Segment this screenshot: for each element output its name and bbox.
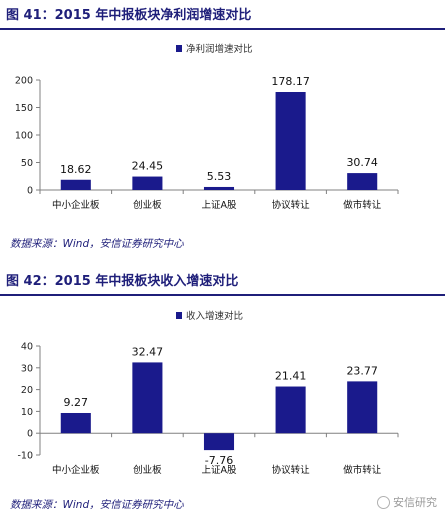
category-label: 中小企业板	[52, 464, 100, 476]
category-label: 上证A股	[202, 200, 237, 211]
category-label: 做市转让	[343, 464, 382, 476]
data-label: 9.27	[64, 396, 89, 409]
bar	[275, 92, 306, 190]
bar	[203, 186, 235, 190]
category-label: 上证A股	[202, 465, 237, 476]
wechat-icon	[377, 495, 390, 509]
y-tick-label: -10	[17, 451, 33, 462]
revenue-growth-chart: 收入增速对比 -10 0 10 20 30 40 9.27 中小企业板 32.47 创业板 -7.76…	[17, 310, 399, 476]
category-label: 协议转让	[272, 464, 311, 476]
data-label: 23.77	[346, 364, 378, 377]
bar	[132, 362, 163, 434]
y-tick-label: 20	[21, 385, 33, 396]
figure-42-title: 图 42：2015 年中报板块收入增速对比	[0, 270, 445, 296]
category-label: 做市转让	[343, 199, 382, 211]
data-label: 18.62	[60, 163, 92, 176]
category-label: 创业板	[133, 464, 162, 476]
bar	[347, 381, 378, 434]
data-label: 5.53	[207, 170, 232, 183]
y-tick-label: 30	[21, 363, 33, 374]
figure-42-source: 数据来源：Wind，安信证券研究中心	[10, 499, 184, 511]
data-label: -7.76	[205, 454, 233, 467]
y-tick-label: 0	[27, 429, 33, 440]
bar	[60, 179, 91, 190]
bar	[203, 433, 235, 451]
category-label: 中小企业板	[52, 199, 100, 211]
data-label: 21.41	[275, 370, 307, 383]
legend-label: 净利润增速对比	[186, 43, 253, 55]
y-tick-label: 50	[21, 158, 33, 169]
net-profit-growth-chart: 净利润增速对比 0 50 100 150 200 18.62 中小企业板 24.45 创业板 5.5…	[15, 43, 399, 211]
data-label: 24.45	[132, 160, 164, 173]
y-tick-label: 40	[21, 342, 33, 353]
legend-swatch	[176, 45, 182, 52]
y-tick-label: 0	[27, 186, 33, 197]
bar	[60, 412, 91, 434]
figure-41-title: 图 41：2015 年中报板块净利润增速对比	[0, 4, 445, 30]
figure-41-source: 数据来源：Wind，安信证券研究中心	[10, 238, 184, 250]
category-label: 协议转让	[272, 199, 311, 211]
bar	[132, 176, 163, 190]
data-label: 32.47	[132, 345, 164, 358]
legend-swatch	[176, 312, 182, 319]
y-tick-label: 10	[21, 407, 33, 418]
watermark: 安信研究	[377, 494, 437, 510]
category-label: 创业板	[133, 199, 162, 211]
watermark-text: 安信研究	[393, 496, 437, 509]
bar	[347, 173, 378, 190]
data-label: 178.17	[271, 75, 310, 88]
y-tick-label: 100	[15, 131, 33, 142]
y-tick-label: 200	[15, 76, 33, 87]
legend-label: 收入增速对比	[186, 310, 243, 322]
y-tick-label: 150	[15, 103, 33, 114]
bar	[275, 386, 306, 434]
data-label: 30.74	[346, 156, 378, 169]
